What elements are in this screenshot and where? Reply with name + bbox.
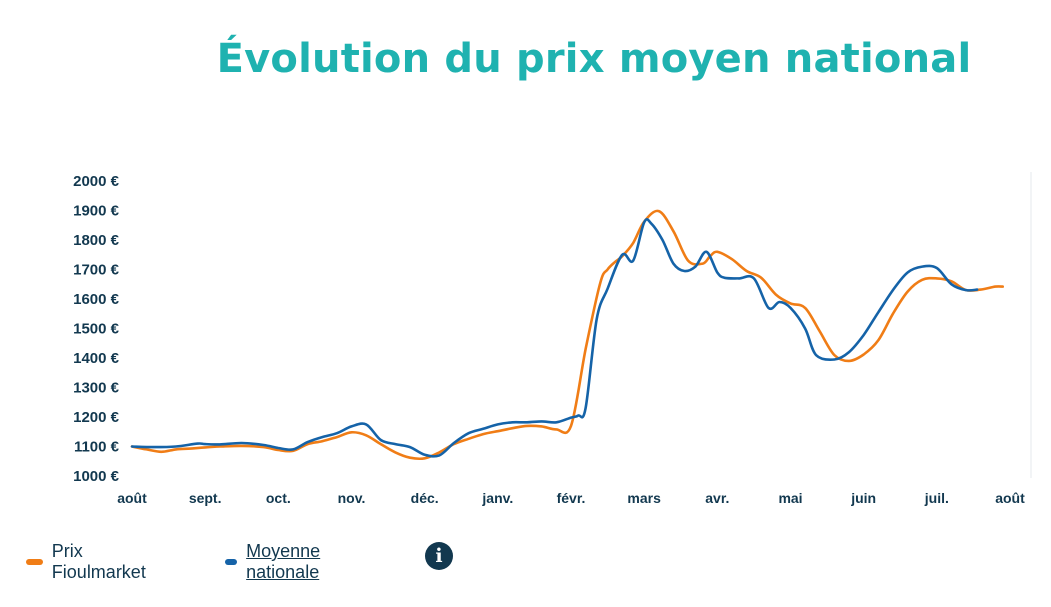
x-tick-label: févr. <box>557 490 586 506</box>
chart-title: Évolution du prix moyen national <box>216 36 972 82</box>
x-axis: août sept. oct. nov. déc. janv. févr. mars avr. m… <box>117 490 1025 506</box>
x-tick-label: juin <box>850 490 876 506</box>
y-tick-label: 1700 € <box>73 262 120 279</box>
y-tick-label: 1000 € <box>73 468 120 485</box>
series-lines <box>130 209 1004 461</box>
y-tick-label: 2000 € <box>73 173 120 190</box>
x-tick-label: sept. <box>189 490 222 506</box>
y-tick-label: 1500 € <box>73 321 120 338</box>
x-tick-label: avr. <box>705 490 729 506</box>
legend-swatch-orange <box>26 559 43 565</box>
legend-item-moyenne-nationale[interactable]: Moyenne nationale <box>225 541 330 582</box>
y-tick-label: 1400 € <box>73 350 120 367</box>
x-tick-label: mai <box>778 490 802 506</box>
y-tick-label: 1800 € <box>73 232 120 249</box>
legend-label: Prix Fioulmarket <box>51 541 146 582</box>
x-tick-label: août <box>117 490 147 506</box>
legend-link-moyenne-nationale[interactable]: Moyenne nationale <box>246 541 321 582</box>
price-line-chart: 2000 € 1900 € 1800 € 1700 € 1600 € 1500 € 1400… <box>73 172 1032 506</box>
legend-swatch-blue <box>225 559 238 565</box>
series-line-moyenne-nationale <box>130 218 979 458</box>
x-tick-label: déc. <box>411 490 439 506</box>
x-tick-label: mars <box>627 490 661 506</box>
y-axis: 2000 € 1900 € 1800 € 1700 € 1600 € 1500 € 1400… <box>73 173 120 485</box>
y-tick-label: 1600 € <box>73 291 120 308</box>
y-tick-label: 1900 € <box>73 203 120 220</box>
y-tick-label: 1200 € <box>73 409 120 426</box>
series-line-prix-fioulmarket <box>130 209 1004 461</box>
y-tick-label: 1300 € <box>73 380 120 397</box>
x-tick-label: août <box>995 490 1025 506</box>
legend-item-prix-fioulmarket[interactable]: Prix Fioulmarket <box>26 541 151 582</box>
y-tick-label: 1100 € <box>74 439 120 456</box>
x-tick-label: nov. <box>338 490 366 506</box>
info-icon[interactable]: i <box>425 542 453 570</box>
x-tick-label: oct. <box>266 490 291 506</box>
x-tick-label: janv. <box>481 490 513 506</box>
x-tick-label: juil. <box>924 490 949 506</box>
